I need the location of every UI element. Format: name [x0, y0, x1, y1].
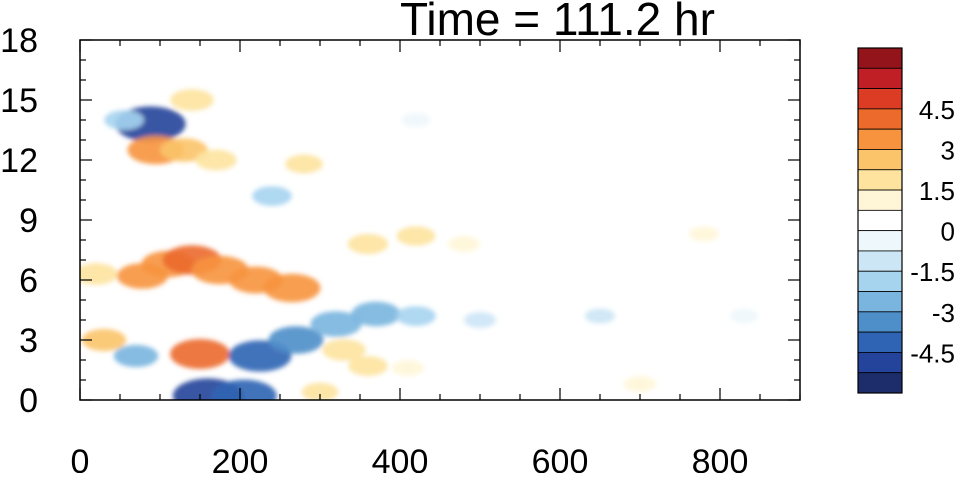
plot-area	[80, 40, 800, 400]
y-tick-label: 0	[19, 382, 38, 420]
field-feature-25	[688, 226, 720, 242]
field-feature-0	[113, 344, 159, 368]
field-feature-22	[347, 233, 389, 255]
field-feature-13	[211, 379, 277, 400]
colorbar-swatch	[857, 47, 903, 69]
colorbar-swatch	[857, 88, 903, 110]
field-feature-21	[729, 308, 759, 324]
colorbar-swatch	[857, 67, 903, 89]
x-axis: 0 200 400 600 800	[71, 40, 801, 478]
field-feature-9	[160, 138, 208, 162]
colorbar-swatch	[857, 230, 903, 252]
field-feature-24	[448, 236, 480, 252]
colorbar-swatch	[857, 291, 903, 313]
colorbar-swatch	[857, 331, 903, 353]
field-feature-8	[263, 273, 321, 303]
field-feature-10	[195, 149, 237, 171]
field-feature-15	[268, 326, 324, 354]
field-feature-30	[81, 328, 127, 352]
y-tick-label: 3	[19, 322, 38, 360]
field-feature-17	[351, 301, 401, 327]
colorbar-swatch	[857, 250, 903, 272]
field-feature-32	[104, 110, 144, 130]
field-feature-29	[624, 376, 656, 392]
field-feature-20	[584, 308, 616, 324]
colorbar-swatch	[857, 352, 903, 374]
field-feature-11	[170, 339, 230, 369]
colorbar-label: 4.5	[919, 95, 955, 125]
field-feature-36	[170, 89, 214, 111]
x-tick-label: 600	[532, 443, 589, 473]
y-tick-label: 15	[0, 82, 38, 120]
y-tick-label: 18	[0, 22, 38, 60]
field-feature-34	[285, 154, 323, 174]
colorbar-frame	[857, 47, 903, 394]
field-feature-35	[401, 112, 431, 128]
colorbar-swatch	[857, 169, 903, 191]
y-tick-label: 9	[19, 202, 38, 240]
colorbar-swatch	[857, 189, 903, 211]
colorbar-swatch	[857, 372, 903, 394]
field-feature-23	[396, 226, 436, 246]
colorbar-swatch	[857, 209, 903, 232]
field-feature-27	[348, 356, 388, 376]
colorbar-label: 3	[941, 135, 955, 165]
field-feature-16	[310, 311, 362, 337]
colorbar-label: 0	[941, 217, 955, 247]
colorbar-swatch	[857, 270, 903, 292]
y-tick-label: 12	[0, 142, 38, 180]
colorbar: 4.5 3 1.5 0 -1.5 -3 -4.5	[857, 47, 955, 394]
x-tick-label: 800	[692, 443, 749, 473]
field-feature-18	[396, 306, 436, 326]
colorbar-label: -1.5	[910, 257, 955, 287]
field-feature-31	[80, 263, 118, 285]
chart-title: Time = 111.2 hr	[400, 0, 715, 45]
x-tick-label: 200	[212, 443, 269, 473]
x-tick-label: 0	[71, 443, 90, 473]
y-tick-label: 6	[19, 262, 38, 300]
colorbar-swatch	[857, 128, 903, 150]
colorbar-swatch	[857, 149, 903, 171]
y-axis: 0 3 6 9 12 15 18	[0, 22, 800, 420]
colorbar-label: -4.5	[910, 338, 955, 368]
colorbar-label: -3	[932, 298, 955, 328]
field-feature-28	[392, 360, 424, 376]
field-feature-26	[322, 339, 366, 361]
colorbar-label: 1.5	[919, 176, 955, 206]
field-feature-37	[301, 382, 339, 400]
field-feature-33	[252, 186, 292, 206]
colorbar-swatch	[857, 108, 903, 130]
x-tick-label: 400	[372, 443, 429, 473]
field-feature-19	[464, 312, 496, 328]
colorbar-swatch	[857, 311, 903, 333]
